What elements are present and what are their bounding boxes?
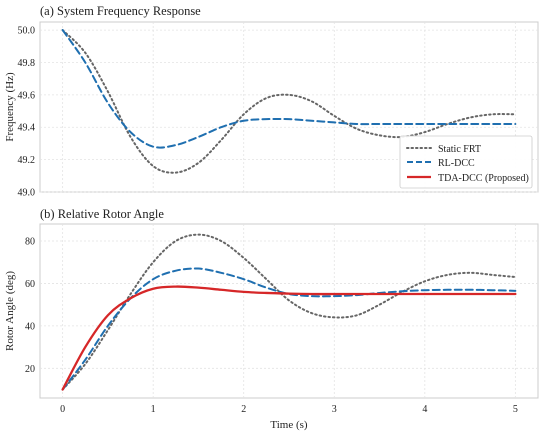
panel-b-ytick-label: 80 bbox=[25, 236, 35, 247]
panel-b-ytick-label: 40 bbox=[25, 321, 35, 332]
panel-b-xtick-label: 5 bbox=[513, 404, 518, 415]
legend-label-tda-dcc: TDA-DCC (Proposed) bbox=[438, 173, 529, 184]
panel-a-ytick-label: 49.6 bbox=[18, 90, 36, 101]
panel-b-title: (b) Relative Rotor Angle bbox=[40, 207, 164, 221]
panel-b-ylabel: Rotor Angle (deg) bbox=[4, 271, 16, 351]
panel-a-series-rl-dcc bbox=[61, 29, 517, 149]
panel-b-xtick-label: 1 bbox=[151, 404, 156, 415]
panel-b-grid bbox=[40, 224, 538, 398]
panel-b-ytick-label: 60 bbox=[25, 279, 35, 290]
panel-b-xtick-label: 2 bbox=[241, 404, 246, 415]
panel-b-series-static-frt bbox=[61, 233, 517, 391]
panel-a: 49.049.249.449.649.850.0 Frequency (Hz) … bbox=[4, 21, 539, 199]
panel-b-ytick-label: 20 bbox=[25, 364, 35, 375]
panel-b-series-rl-dcc bbox=[61, 267, 517, 391]
panel-a-ytick-label: 49.2 bbox=[18, 155, 36, 166]
panel-b-xticks: 0 1 2 3 4 5 bbox=[60, 404, 518, 415]
panel-b-yticks: 20 40 60 80 bbox=[25, 236, 35, 374]
panel-a-series bbox=[61, 29, 517, 174]
panel-a-grid bbox=[40, 22, 538, 193]
panel-a-ytick-label: 49.4 bbox=[18, 123, 36, 134]
panel-b-xtick-label: 3 bbox=[332, 404, 337, 415]
legend-box bbox=[399, 135, 533, 189]
panel-b: 20 40 60 80 0 1 2 3 4 5 Rotor Angle (deg) Time (… bbox=[4, 223, 539, 431]
panel-b-frame bbox=[39, 223, 539, 399]
panel-a-ytick-label: 50.0 bbox=[18, 26, 36, 37]
panel-a-ytick-label: 49.0 bbox=[18, 188, 36, 199]
panel-b-xtick-label: 0 bbox=[60, 404, 65, 415]
panel-b-series-tda-dcc-proposed bbox=[61, 285, 517, 391]
panel-b-xtick-label: 4 bbox=[422, 404, 427, 415]
panel-a-ylabel: Frequency (Hz) bbox=[4, 72, 16, 142]
legend-label-rl-dcc: RL-DCC bbox=[438, 158, 475, 169]
panel-a-title: (a) System Frequency Response bbox=[40, 4, 201, 18]
panel-a-series-static-frt bbox=[61, 29, 517, 174]
panel-a-yticks: 49.0 49.2 49.4 49.6 49.8 50.0 bbox=[18, 26, 36, 199]
panel-b-xlabel: Time (s) bbox=[270, 419, 308, 431]
panel-b-series bbox=[61, 233, 517, 391]
panel-a-ytick-label: 49.8 bbox=[18, 58, 36, 69]
legend-label-static-frt: Static FRT bbox=[438, 144, 481, 155]
legend: Static FRT RL-DCC TDA-DCC (Proposed) bbox=[399, 135, 533, 189]
